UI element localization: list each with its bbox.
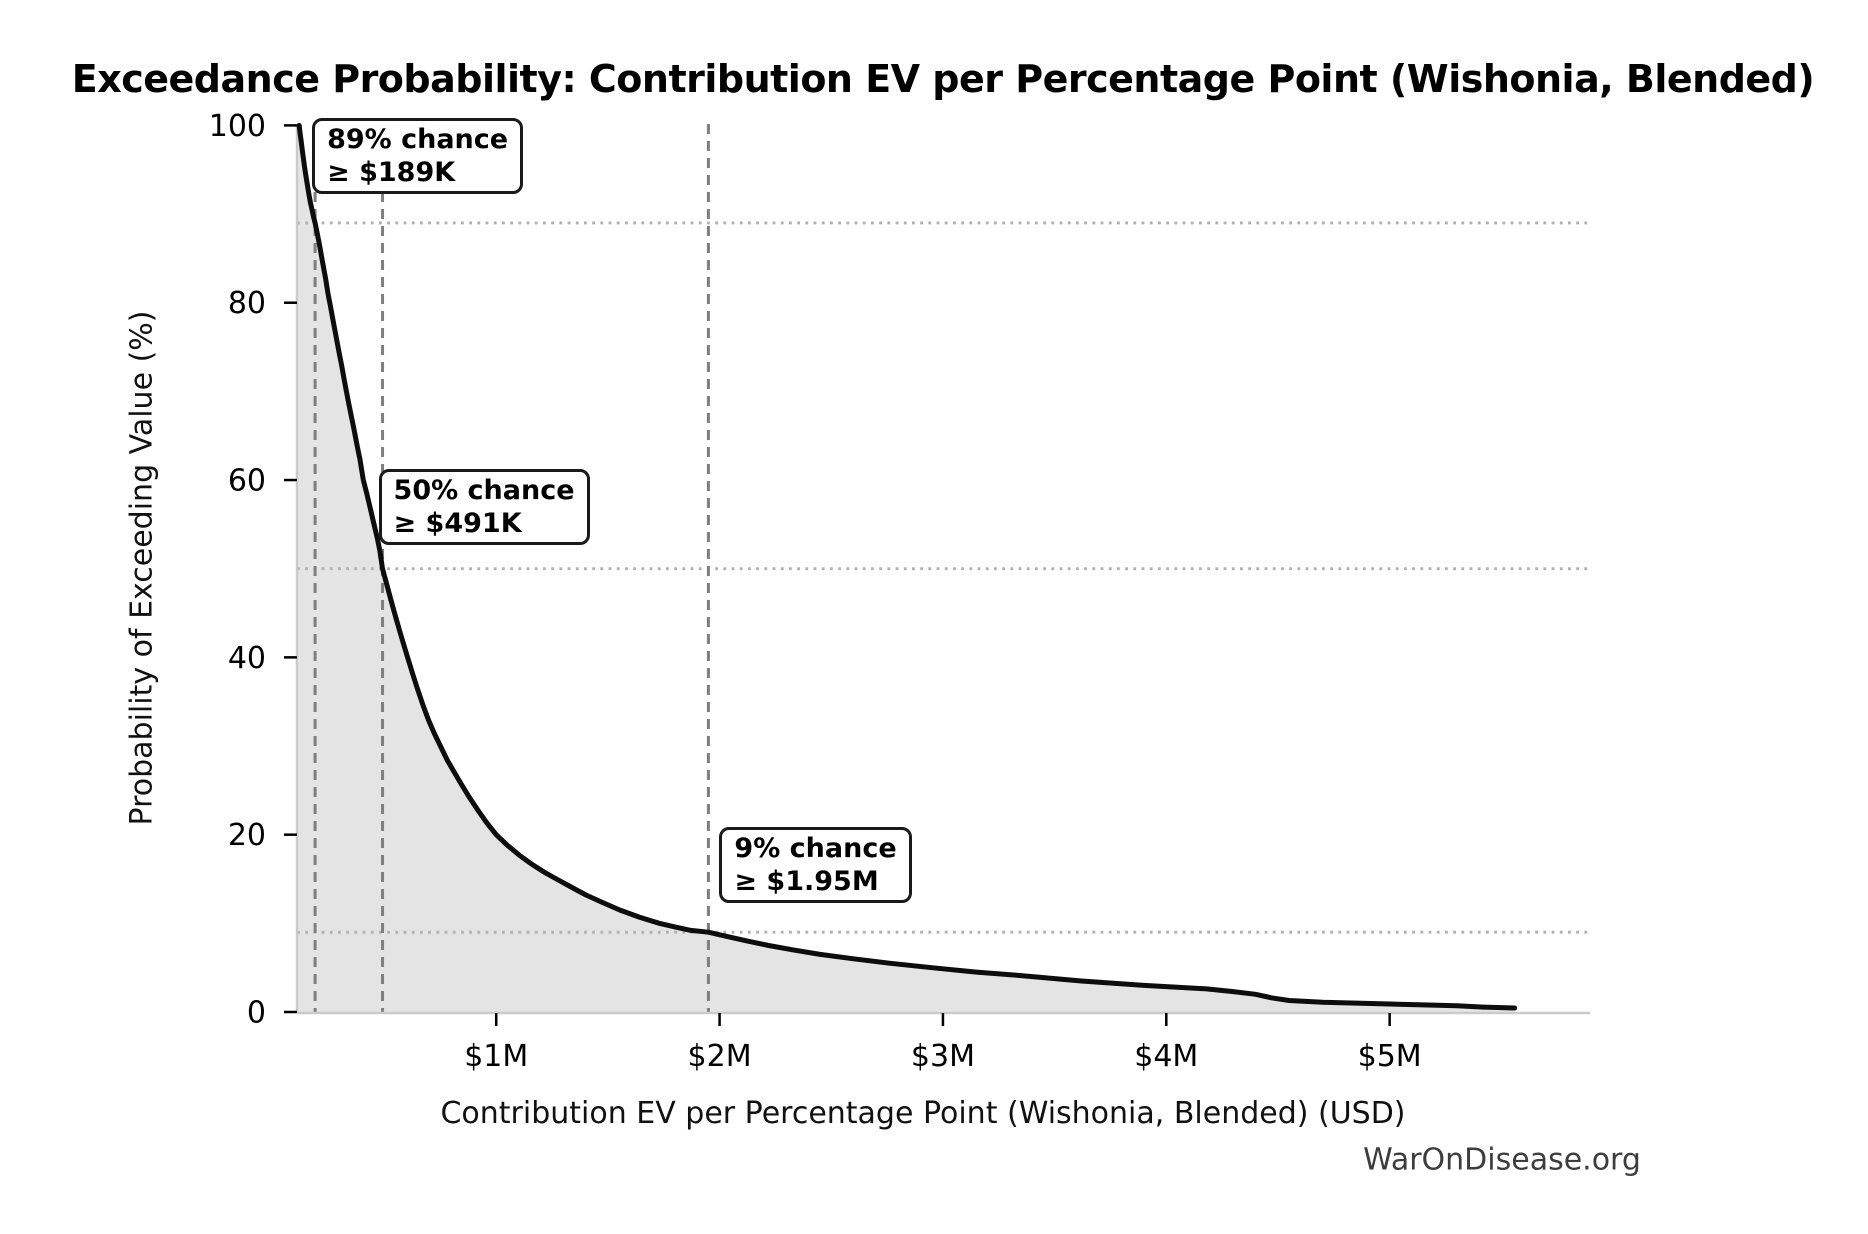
annotation-threshold-text: ≥ $491K xyxy=(393,507,522,539)
x-axis-label: Contribution EV per Percentage Point (Wi… xyxy=(440,1096,1406,1131)
annotation-threshold-text: ≥ $1.95M xyxy=(734,866,879,898)
annotation-probability-text: 50% chance xyxy=(393,474,575,506)
y-tick-label: 80 xyxy=(228,286,266,321)
annotation-threshold-text: ≥ $189K xyxy=(327,156,456,188)
x-tick-label: $3M xyxy=(911,1039,975,1074)
x-tick-label: $1M xyxy=(464,1039,528,1074)
y-tick-label: 100 xyxy=(209,109,266,144)
y-tick-label: 60 xyxy=(228,464,266,499)
annotation-89pct-chance: 89% chance ≥ $189K xyxy=(312,117,524,194)
annotation-probability-text: 89% chance xyxy=(327,123,509,155)
y-tick-label: 0 xyxy=(247,996,266,1031)
annotation-9pct-chance: 9% chance ≥ $1.95M xyxy=(719,827,912,904)
y-tick-label: 20 xyxy=(228,818,266,853)
x-tick-label: $5M xyxy=(1358,1039,1422,1074)
x-tick-label: $2M xyxy=(688,1039,752,1074)
chart-title: Exceedance Probability: Contribution EV … xyxy=(71,57,1815,101)
x-tick-label: $4M xyxy=(1134,1039,1198,1074)
annotation-probability-text: 9% chance xyxy=(734,833,897,865)
watermark-source-label: WarOnDisease.org xyxy=(1363,1142,1641,1178)
annotation-50pct-chance: 50% chance ≥ $491K xyxy=(378,468,590,545)
exceedance-curve xyxy=(296,122,1518,1011)
y-tick-label: 40 xyxy=(228,641,266,676)
area-fill xyxy=(297,125,1515,1012)
